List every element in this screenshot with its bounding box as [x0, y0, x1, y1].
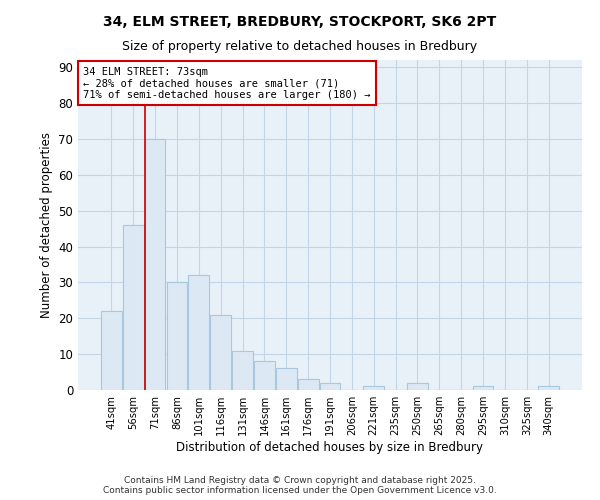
Bar — [364, 386, 384, 390]
Bar — [276, 368, 296, 390]
Bar — [123, 225, 143, 390]
Bar — [254, 362, 275, 390]
Bar — [167, 282, 187, 390]
Bar — [232, 350, 253, 390]
Bar — [538, 386, 559, 390]
Bar — [320, 383, 340, 390]
Bar — [473, 386, 493, 390]
Bar — [407, 383, 428, 390]
Text: 34 ELM STREET: 73sqm
← 28% of detached houses are smaller (71)
71% of semi-detac: 34 ELM STREET: 73sqm ← 28% of detached h… — [83, 66, 371, 100]
Text: Contains HM Land Registry data © Crown copyright and database right 2025.
Contai: Contains HM Land Registry data © Crown c… — [103, 476, 497, 495]
Bar — [210, 314, 231, 390]
Text: Size of property relative to detached houses in Bredbury: Size of property relative to detached ho… — [122, 40, 478, 53]
Y-axis label: Number of detached properties: Number of detached properties — [40, 132, 53, 318]
Bar — [145, 139, 166, 390]
Bar — [298, 379, 319, 390]
Bar — [188, 275, 209, 390]
X-axis label: Distribution of detached houses by size in Bredbury: Distribution of detached houses by size … — [176, 441, 484, 454]
Text: 34, ELM STREET, BREDBURY, STOCKPORT, SK6 2PT: 34, ELM STREET, BREDBURY, STOCKPORT, SK6… — [103, 15, 497, 29]
Bar — [101, 311, 122, 390]
